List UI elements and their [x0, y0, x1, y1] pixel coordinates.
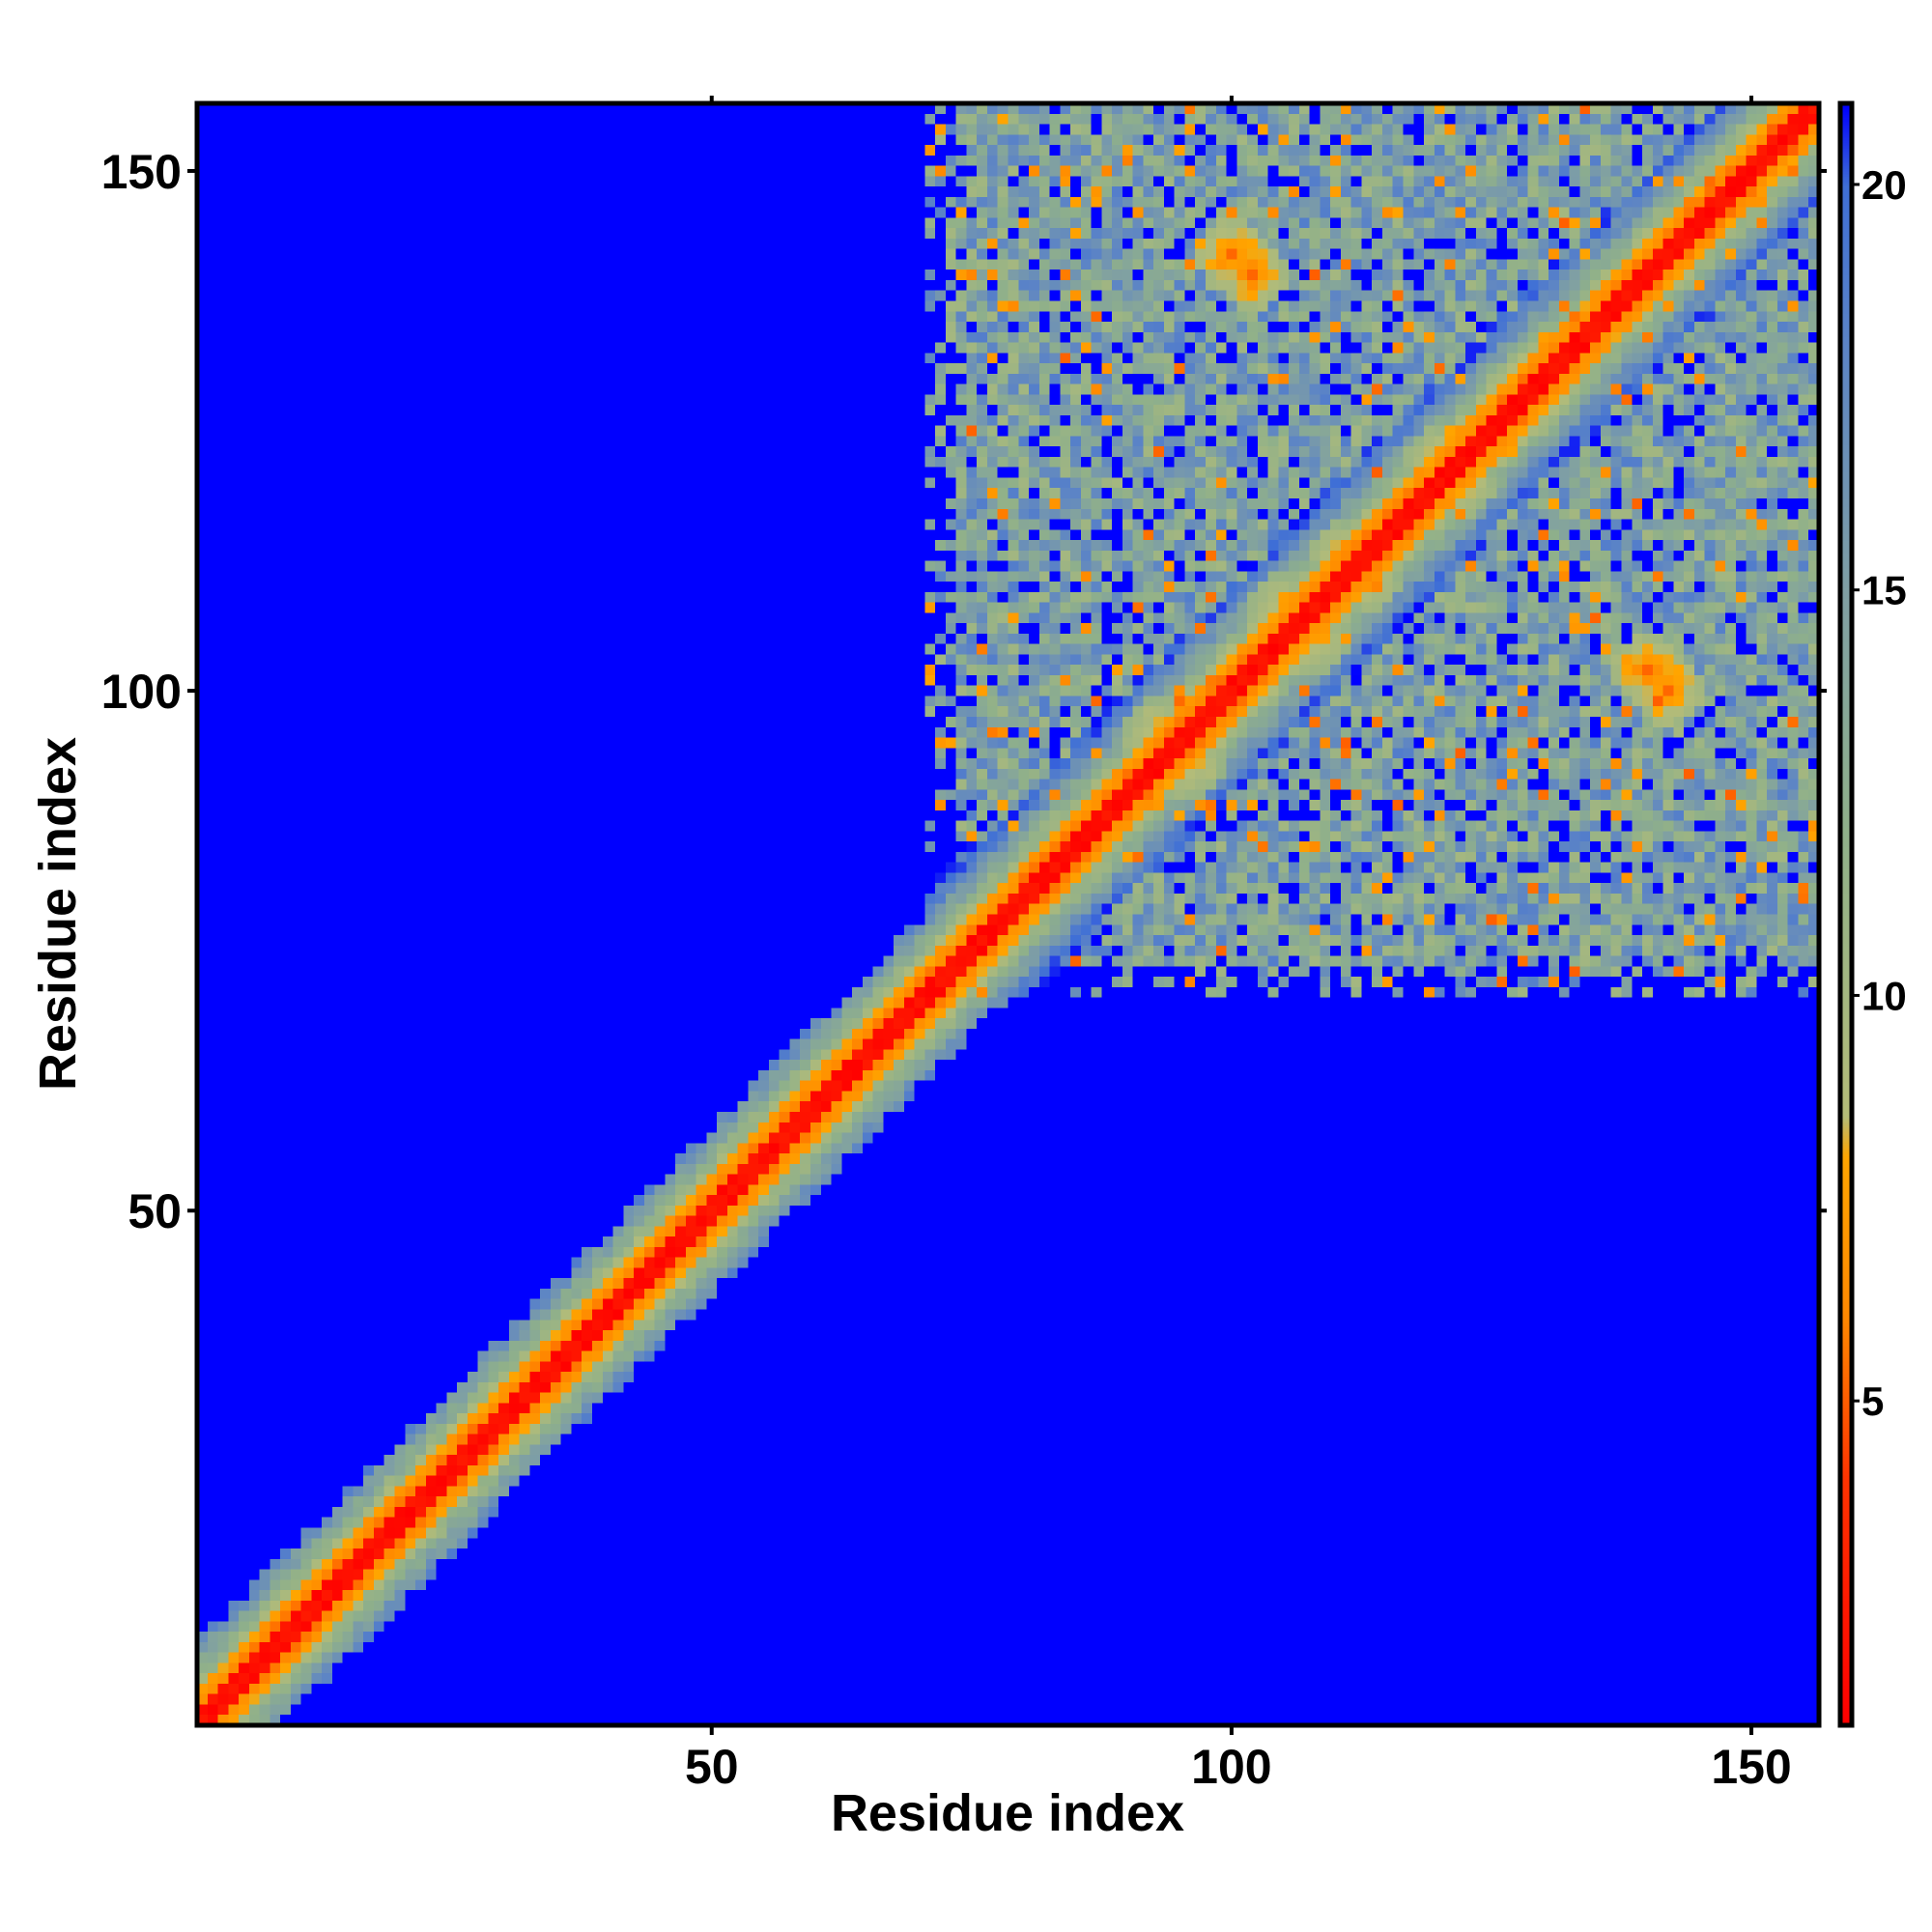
colorbar-tick-label: 10	[1861, 973, 1907, 1018]
x-axis-title: Residue index	[831, 1784, 1184, 1842]
plot-frame	[194, 100, 1822, 1728]
colorbar-tick-label: 20	[1861, 162, 1907, 208]
y-tick-label: 100	[101, 665, 182, 719]
x-axis: 50 100 150	[685, 96, 1792, 1794]
colorbar-frame	[1837, 100, 1855, 1728]
y-axis: 50 100 150	[101, 145, 1827, 1238]
colorbar-tick-label: 5	[1861, 1378, 1884, 1424]
x-tick-label: 100	[1191, 1740, 1271, 1794]
colorbar: 5 10 15 20	[1837, 100, 1907, 1728]
y-tick-label: 150	[101, 145, 182, 199]
colorbar-tick-label: 15	[1861, 568, 1907, 613]
x-tick-label: 150	[1711, 1740, 1791, 1794]
y-axis-title: Residue index	[29, 737, 87, 1091]
heatmap-area	[194, 100, 1822, 1728]
heatmap-cells	[197, 103, 1819, 1725]
y-tick-label: 50	[128, 1184, 182, 1238]
colorbar-gradient	[1840, 103, 1852, 1725]
x-tick-label: 50	[685, 1740, 739, 1794]
colorbar-ticks: 5 10 15 20	[1852, 162, 1907, 1424]
